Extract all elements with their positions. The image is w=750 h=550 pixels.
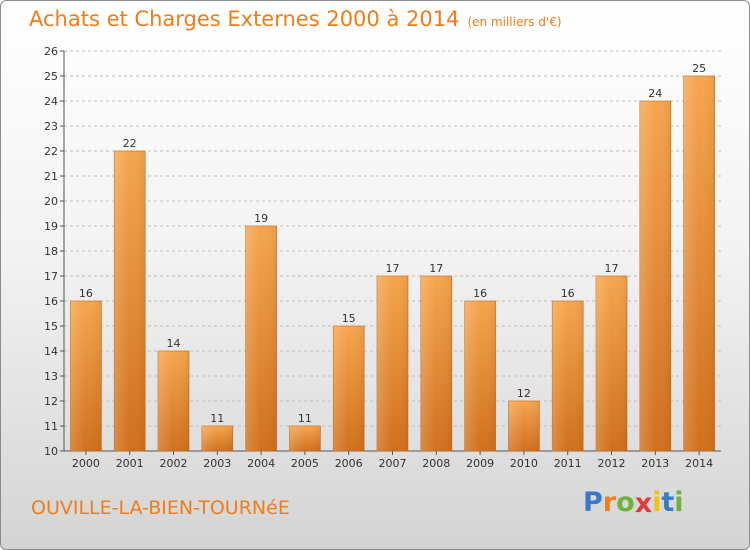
proxiti-logo: Proxiti xyxy=(583,487,684,519)
logo-letter: o xyxy=(616,487,635,518)
y-tick-label: 12 xyxy=(44,395,58,408)
bar-shine xyxy=(245,226,277,451)
bar-shine xyxy=(683,76,715,451)
bar-shine xyxy=(552,301,584,451)
bar-shine xyxy=(639,101,671,451)
x-tick-label: 2001 xyxy=(116,457,144,470)
bar-shine xyxy=(333,326,365,451)
bar-shine xyxy=(508,401,540,451)
data-label-2006: 15 xyxy=(342,312,356,325)
data-label-2003: 11 xyxy=(210,412,224,425)
y-tick-label: 17 xyxy=(44,270,58,283)
y-tick-label: 23 xyxy=(44,120,58,133)
y-tick-label: 24 xyxy=(44,95,58,108)
bar-shine xyxy=(158,351,189,451)
y-tick-label: 13 xyxy=(44,370,58,383)
x-tick-label: 2012 xyxy=(598,457,626,470)
x-tick-label: 2011 xyxy=(554,457,582,470)
data-label-2000: 16 xyxy=(79,287,93,300)
data-label-2011: 16 xyxy=(561,287,575,300)
x-tick-label: 2002 xyxy=(160,457,188,470)
x-tick-label: 2000 xyxy=(72,457,100,470)
y-tick-label: 10 xyxy=(44,445,58,458)
data-label-2010: 12 xyxy=(517,387,531,400)
x-tick-label: 2006 xyxy=(335,457,363,470)
subtitle-text: (en milliers d'€) xyxy=(467,15,562,29)
x-tick-label: 2008 xyxy=(422,457,450,470)
x-tick-label: 2007 xyxy=(379,457,407,470)
x-tick-label: 2013 xyxy=(641,457,669,470)
bar-shine xyxy=(114,151,146,451)
bars xyxy=(70,75,715,452)
data-label-2014: 25 xyxy=(692,62,706,75)
x-tick-label: 2010 xyxy=(510,457,538,470)
bar-shine xyxy=(70,301,102,451)
y-tick-label: 14 xyxy=(44,345,58,358)
y-tick-label: 26 xyxy=(44,45,58,58)
x-tick-label: 2005 xyxy=(291,457,319,470)
data-label-2008: 17 xyxy=(429,262,443,275)
y-tick-label: 16 xyxy=(44,295,58,308)
data-label-2012: 17 xyxy=(605,262,619,275)
x-tick-label: 2014 xyxy=(685,457,713,470)
data-label-2009: 16 xyxy=(473,287,487,300)
title-text: Achats et Charges Externes 2000 à 2014 xyxy=(29,7,460,31)
logo-letter: i xyxy=(652,487,662,518)
x-tick-label: 2009 xyxy=(466,457,494,470)
logo-letter: t xyxy=(661,487,675,518)
bar-shine xyxy=(464,301,496,451)
data-labels: 16 22 14 11 19 11 15 17 17 16 12 16 17 24 25 xyxy=(79,62,706,425)
data-label-2005: 11 xyxy=(298,412,312,425)
y-tick-label: 15 xyxy=(44,320,58,333)
data-label-2002: 14 xyxy=(167,337,181,350)
y-tick-label: 18 xyxy=(44,245,58,258)
bar-shine xyxy=(201,426,233,451)
bar-shine xyxy=(596,276,627,451)
data-label-2001: 22 xyxy=(123,137,137,150)
chart-title: Achats et Charges Externes 2000 à 2014 (e… xyxy=(29,7,562,31)
data-label-2007: 17 xyxy=(386,262,400,275)
y-tick-label: 22 xyxy=(44,145,58,158)
y-tick-label: 11 xyxy=(44,420,58,433)
bar-shine xyxy=(377,276,408,451)
logo-letter: P xyxy=(583,487,603,518)
data-label-2004: 19 xyxy=(254,212,268,225)
axes: 10 11 12 13 14 15 16 17 18 19 20 21 22 23 24 25 26 2000 20… xyxy=(44,45,721,470)
data-label-2013: 24 xyxy=(648,87,662,100)
y-tick-label: 19 xyxy=(44,220,58,233)
y-tick-label: 25 xyxy=(44,70,58,83)
bar-shine xyxy=(420,276,452,451)
y-tick-label: 21 xyxy=(44,170,58,183)
logo-letter: x xyxy=(634,488,653,519)
x-tick-label: 2004 xyxy=(247,457,275,470)
bar-shine xyxy=(289,426,321,451)
logo-letter: i xyxy=(674,487,684,518)
x-tick-label: 2003 xyxy=(203,457,231,470)
y-tick-label: 20 xyxy=(44,195,58,208)
logo-letter: r xyxy=(602,487,617,518)
city-name: OUVILLE-LA-BIEN-TOURNéE xyxy=(31,497,290,519)
